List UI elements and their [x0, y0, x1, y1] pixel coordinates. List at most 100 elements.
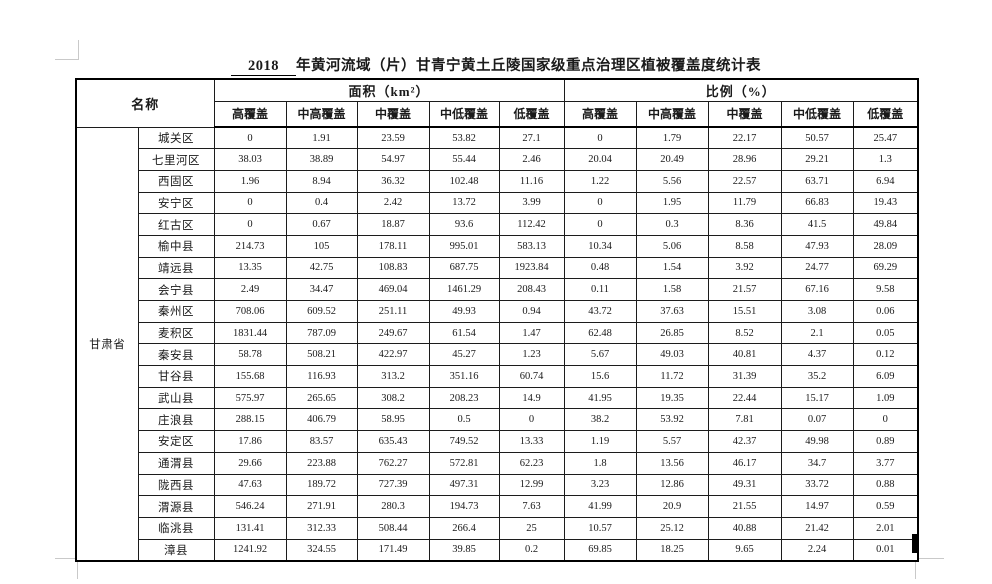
value-cell: 308.2 [356, 386, 430, 410]
value-cell: 171.49 [356, 538, 430, 562]
value-cell: 2.46 [498, 148, 565, 171]
value-cell: 266.4 [428, 516, 500, 540]
table-row: 安宁区 0 0.4 2.42 13.72 3.99 0 1.95 11.79 66.83 19.43 [76, 191, 919, 215]
table-row: 临洮县 131.41 312.33 508.44 266.4 25 10.57 25.12 40… [76, 516, 919, 540]
value-cell: 271.91 [285, 495, 358, 518]
value-cell: 69.85 [563, 538, 637, 562]
value-cell: 8.36 [707, 213, 782, 236]
value-cell: 29.21 [780, 148, 854, 171]
district-name: 庄浪县 [137, 408, 215, 432]
table-row: 渭源县 546.24 271.91 280.3 194.73 7.63 41.99 20.9 2… [76, 495, 919, 518]
header-ratio-low: 低覆盖 [852, 100, 919, 128]
title-year: 2018 [231, 58, 296, 76]
district-name: 安定区 [137, 430, 215, 453]
district-name: 城关区 [137, 126, 215, 150]
document-title: 2018 年黄河流域（片）甘青宁黄土丘陵国家级重点治理区植被覆盖度统计表 [75, 56, 917, 76]
value-cell: 15.6 [563, 365, 637, 388]
value-cell: 0 [213, 191, 287, 215]
district-name: 通渭县 [137, 451, 215, 475]
value-cell: 2.49 [213, 278, 287, 301]
page-margin-mark-bottom-right-icon [915, 558, 944, 579]
value-cell: 13.33 [498, 430, 565, 453]
table-row: 庄浪县 288.15 406.79 58.95 0.5 0 38.2 53.92 7.81 0.0… [76, 408, 919, 432]
value-cell: 9.58 [852, 278, 919, 301]
value-cell: 28.96 [707, 148, 782, 171]
value-cell: 0 [498, 408, 565, 432]
value-cell: 508.21 [285, 343, 358, 367]
value-cell: 36.32 [356, 169, 430, 193]
value-cell: 11.16 [498, 169, 565, 193]
value-cell: 1.19 [563, 430, 637, 453]
title-text: 年黄河流域（片）甘青宁黄土丘陵国家级重点治理区植被覆盖度统计表 [296, 58, 761, 74]
table-row: 安定区 17.86 83.57 635.43 749.52 13.33 1.19 5.57 42… [76, 430, 919, 453]
value-cell: 178.11 [356, 234, 430, 258]
value-cell: 62.48 [563, 321, 637, 345]
value-cell: 469.04 [356, 278, 430, 301]
value-cell: 42.75 [285, 256, 358, 280]
district-name: 安宁区 [137, 191, 215, 215]
value-cell: 34.47 [285, 278, 358, 301]
value-cell: 20.9 [635, 495, 709, 518]
value-cell: 288.15 [213, 408, 287, 432]
value-cell: 50.57 [780, 126, 854, 150]
value-cell: 1.47 [498, 321, 565, 345]
value-cell: 609.52 [285, 300, 358, 323]
value-cell: 31.39 [707, 365, 782, 388]
value-cell: 49.93 [428, 300, 500, 323]
district-name: 临洮县 [137, 516, 215, 540]
table-row: 西固区 1.96 8.94 36.32 102.48 11.16 1.22 5.56 22.57… [76, 169, 919, 193]
value-cell: 19.35 [635, 386, 709, 410]
value-cell: 406.79 [285, 408, 358, 432]
value-cell: 108.83 [356, 256, 430, 280]
value-cell: 20.49 [635, 148, 709, 171]
value-cell: 18.87 [356, 213, 430, 236]
value-cell: 0 [852, 408, 919, 432]
value-cell: 40.81 [707, 343, 782, 367]
district-name: 麦积区 [137, 321, 215, 345]
table-row: 陇西县 47.63 189.72 727.39 497.31 12.99 3.23 12.86… [76, 473, 919, 497]
value-cell: 0.11 [563, 278, 637, 301]
district-name: 秦州区 [137, 300, 215, 323]
value-cell: 0.5 [428, 408, 500, 432]
text-cursor-mark [912, 534, 917, 553]
value-cell: 422.97 [356, 343, 430, 367]
value-cell: 5.67 [563, 343, 637, 367]
value-cell: 265.65 [285, 386, 358, 410]
district-name: 陇西县 [137, 473, 215, 497]
value-cell: 8.58 [707, 234, 782, 258]
table-row: 甘肃省 城关区 0 1.91 23.59 53.82 27.1 0 1.79 22.17 50.57… [75, 126, 919, 562]
value-cell: 0.48 [563, 256, 637, 280]
value-cell: 497.31 [428, 473, 500, 497]
value-cell: 1.09 [852, 386, 919, 410]
header-ratio-high: 高覆盖 [563, 100, 637, 128]
value-cell: 18.25 [635, 538, 709, 562]
value-cell: 5.56 [635, 169, 709, 193]
value-cell: 749.52 [428, 430, 500, 453]
value-cell: 1241.92 [213, 538, 287, 562]
value-cell: 155.68 [213, 365, 287, 388]
value-cell: 1.54 [635, 256, 709, 280]
value-cell: 3.77 [852, 451, 919, 475]
value-cell: 787.09 [285, 321, 358, 345]
value-cell: 67.16 [780, 278, 854, 301]
value-cell: 7.63 [498, 495, 565, 518]
value-cell: 0.3 [635, 213, 709, 236]
value-cell: 0 [563, 191, 637, 215]
district-name: 靖远县 [137, 256, 215, 280]
value-cell: 42.37 [707, 430, 782, 453]
value-cell: 280.3 [356, 495, 430, 518]
value-cell: 12.86 [635, 473, 709, 497]
header-area-low: 低覆盖 [498, 100, 565, 128]
value-cell: 69.29 [852, 256, 919, 280]
value-cell: 61.54 [428, 321, 500, 345]
value-cell: 19.43 [852, 191, 919, 215]
table-row: 武山县 575.97 265.65 308.2 208.23 14.9 41.95 19.35… [76, 386, 919, 410]
value-cell: 38.89 [285, 148, 358, 171]
value-cell: 1831.44 [213, 321, 287, 345]
header-ratio-mid: 中覆盖 [707, 100, 782, 128]
table-row: 甘谷县 155.68 116.93 313.2 351.16 60.74 15.6 11.72… [76, 365, 919, 388]
value-cell: 324.55 [285, 538, 358, 562]
value-cell: 41.99 [563, 495, 637, 518]
value-cell: 3.08 [780, 300, 854, 323]
value-cell: 313.2 [356, 365, 430, 388]
